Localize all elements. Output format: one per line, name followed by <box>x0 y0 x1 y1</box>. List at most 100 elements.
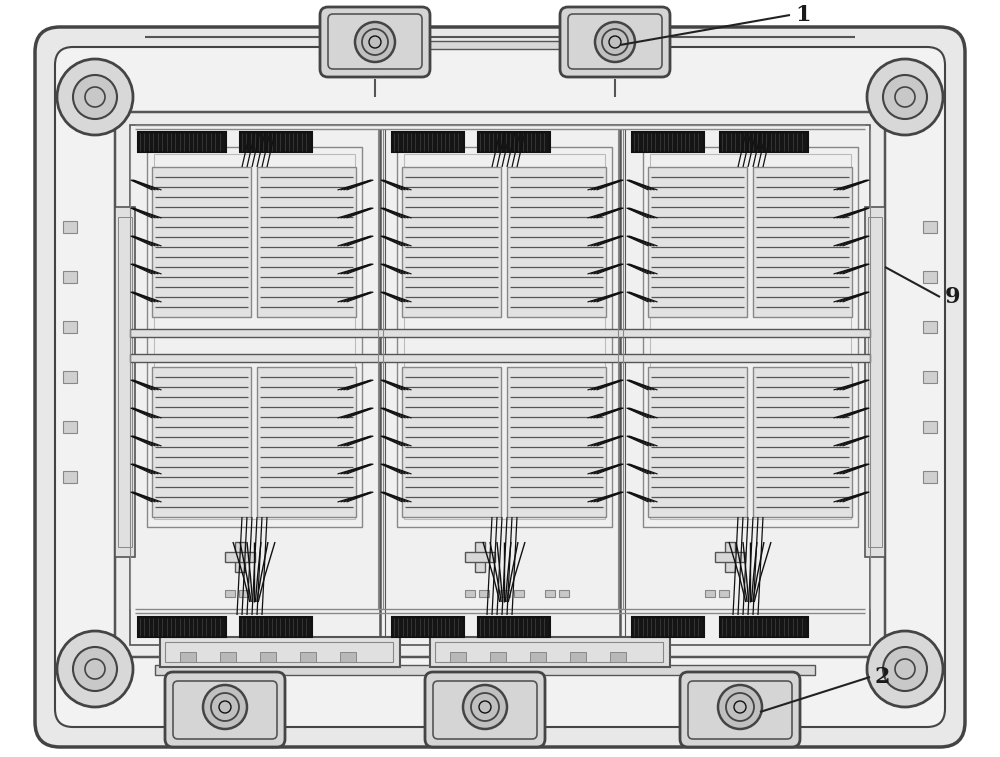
Bar <box>923 221 937 233</box>
Bar <box>923 321 937 333</box>
Bar <box>648 367 747 517</box>
FancyBboxPatch shape <box>425 672 545 747</box>
Bar <box>130 125 870 645</box>
Bar <box>715 552 745 562</box>
Circle shape <box>203 685 247 729</box>
Bar <box>450 652 466 662</box>
Circle shape <box>355 22 395 62</box>
Bar <box>152 167 251 317</box>
Bar <box>147 147 362 527</box>
Bar <box>260 652 276 662</box>
FancyBboxPatch shape <box>560 7 670 77</box>
Bar <box>155 665 815 675</box>
Bar <box>130 329 870 337</box>
Bar <box>392 132 464 152</box>
Bar <box>180 652 196 662</box>
Bar <box>753 167 852 317</box>
FancyBboxPatch shape <box>115 112 885 657</box>
Bar <box>478 617 550 637</box>
Bar <box>507 367 606 517</box>
Circle shape <box>57 59 133 135</box>
Bar <box>570 652 586 662</box>
Bar <box>507 167 606 317</box>
Bar <box>63 221 77 233</box>
Bar <box>154 154 355 519</box>
Bar <box>465 552 495 562</box>
Circle shape <box>73 647 117 691</box>
Bar <box>404 154 605 519</box>
Circle shape <box>718 685 762 729</box>
FancyBboxPatch shape <box>320 7 430 77</box>
Bar <box>392 617 464 637</box>
Bar <box>865 207 885 557</box>
Bar <box>559 590 569 597</box>
Bar <box>720 617 808 637</box>
Bar <box>240 132 312 152</box>
Bar <box>475 542 485 572</box>
Bar <box>725 542 735 572</box>
Bar <box>648 167 747 317</box>
Bar <box>719 590 729 597</box>
Bar <box>402 167 501 317</box>
FancyBboxPatch shape <box>165 672 285 747</box>
Bar <box>160 637 400 667</box>
Bar <box>63 271 77 283</box>
Bar <box>643 147 858 527</box>
FancyBboxPatch shape <box>680 672 800 747</box>
Circle shape <box>883 75 927 119</box>
Bar <box>220 652 236 662</box>
Bar <box>490 652 506 662</box>
Bar <box>340 652 356 662</box>
Bar <box>435 642 663 662</box>
Bar <box>465 590 475 597</box>
Bar <box>530 652 546 662</box>
Circle shape <box>883 647 927 691</box>
Bar <box>257 167 356 317</box>
Bar <box>375 41 560 49</box>
Bar <box>130 354 870 362</box>
Bar <box>235 542 245 572</box>
Bar <box>225 552 255 562</box>
Bar <box>720 132 808 152</box>
Circle shape <box>463 685 507 729</box>
Bar <box>478 132 550 152</box>
Bar <box>138 617 226 637</box>
Bar <box>923 271 937 283</box>
Bar <box>500 590 510 597</box>
Text: 9: 9 <box>945 286 960 308</box>
Bar <box>63 321 77 333</box>
Text: 1: 1 <box>795 4 810 26</box>
Bar <box>138 132 226 152</box>
Bar <box>63 471 77 483</box>
Bar <box>479 590 489 597</box>
Circle shape <box>867 59 943 135</box>
Bar <box>63 371 77 383</box>
Bar <box>402 367 501 517</box>
Bar <box>118 217 132 547</box>
Bar <box>545 590 555 597</box>
Bar <box>705 590 715 597</box>
Circle shape <box>73 75 117 119</box>
Bar <box>152 367 251 517</box>
Bar <box>165 642 393 662</box>
Bar <box>514 590 524 597</box>
Bar <box>257 367 356 517</box>
Bar <box>923 471 937 483</box>
Bar <box>115 207 135 557</box>
Bar <box>632 132 704 152</box>
Bar <box>753 367 852 517</box>
FancyBboxPatch shape <box>55 47 945 727</box>
Bar <box>650 154 851 519</box>
Circle shape <box>595 22 635 62</box>
Bar <box>300 652 316 662</box>
Bar <box>430 637 670 667</box>
Bar <box>632 617 704 637</box>
Circle shape <box>867 631 943 707</box>
Text: 2: 2 <box>875 666 891 688</box>
Bar <box>397 147 612 527</box>
FancyBboxPatch shape <box>35 27 965 747</box>
Bar <box>225 590 235 597</box>
Circle shape <box>57 631 133 707</box>
Bar <box>63 421 77 433</box>
Bar <box>240 617 312 637</box>
